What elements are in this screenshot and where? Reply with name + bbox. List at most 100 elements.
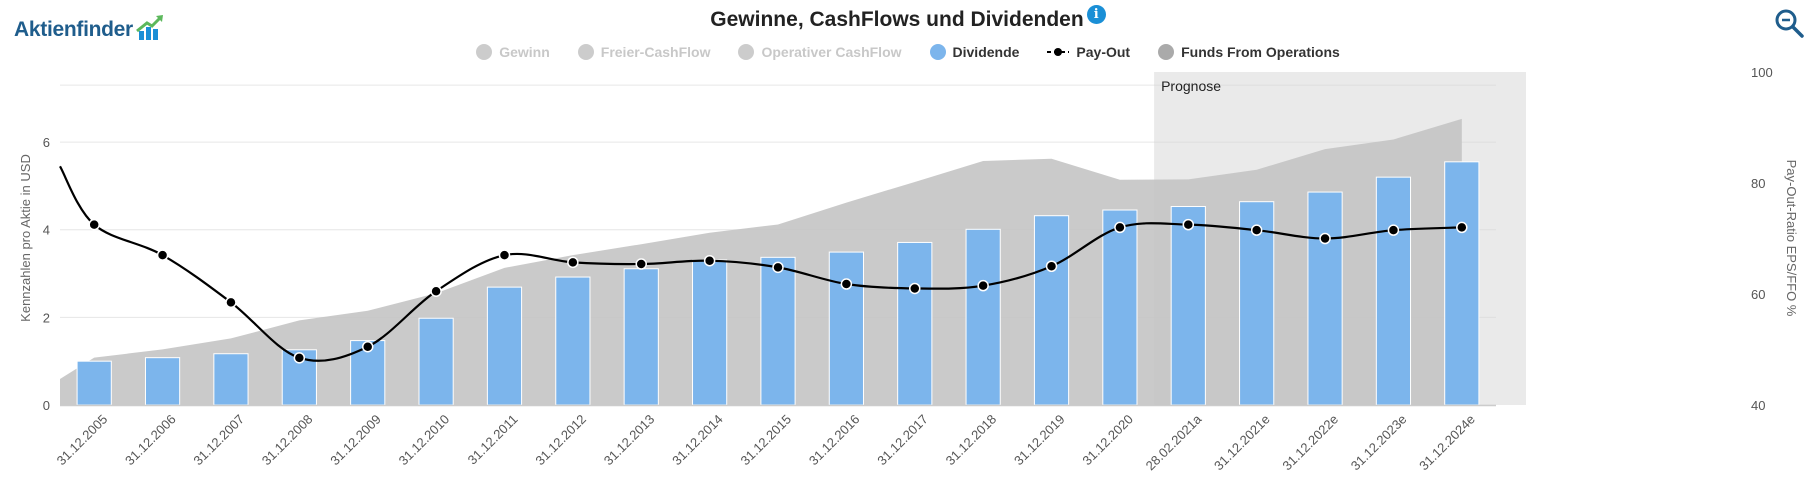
x-tick-label: 31.12.2012 (532, 412, 589, 469)
x-tick-label: 31.12.2011 (465, 412, 521, 468)
legend-label: Funds From Operations (1181, 44, 1340, 60)
dividend-bar (965, 228, 1001, 406)
payout-point (1456, 221, 1468, 234)
forecast-label: Prognose (1161, 78, 1221, 94)
payout-point (1387, 224, 1400, 236)
x-tick-label: 31.12.2018 (943, 412, 1000, 469)
payout-point (1114, 221, 1126, 234)
x-tick-label: 31.12.2010 (396, 412, 453, 469)
y-left-tick-label: 4 (43, 223, 50, 238)
dividend-bar (1033, 215, 1070, 406)
payout-point (430, 285, 442, 297)
payout-point (225, 296, 237, 309)
legend-symbol-dot (738, 44, 755, 60)
legend-symbol-dot (1158, 44, 1175, 60)
chart-legend: Gewinn Freier-CashFlow Operativer CashFlow… (0, 44, 1816, 60)
y-left-tick-label: 0 (43, 398, 50, 413)
dividend-bar (486, 286, 523, 406)
x-tick-label: 31.12.2013 (601, 412, 658, 469)
legend-label: Operativer CashFlow (761, 44, 902, 60)
x-tick-label: 31.12.2016 (806, 412, 863, 469)
payout-point (156, 249, 169, 261)
y-right-tick-label: 60 (1751, 287, 1765, 302)
dividend-bar (828, 251, 864, 406)
dividend-bar (144, 357, 181, 406)
dividend-bar (1375, 176, 1412, 406)
legend-label: Pay-Out (1076, 44, 1131, 60)
x-tick-label: 31.12.2007 (190, 412, 247, 469)
x-tick-label: 31.12.2006 (122, 412, 179, 469)
payout-point (840, 278, 853, 290)
payout-point (909, 282, 921, 295)
x-tick-label: 31.12.2009 (327, 412, 384, 469)
y-left-tick-label: 2 (43, 310, 50, 325)
x-tick-label: 31.12.2005 (54, 412, 111, 469)
y-left-tick-label: 6 (43, 135, 50, 150)
y-right-tick-label: 100 (1751, 65, 1773, 80)
legend-label: Dividende (952, 44, 1020, 60)
chart-title: Gewinne, CashFlows und Dividenden (710, 8, 1084, 31)
y-left-axis-title: Kennzahlen pro Aktie in USD (18, 154, 33, 322)
payout-point (977, 279, 989, 292)
legend-label: Freier-CashFlow (600, 44, 711, 60)
payout-point (88, 218, 100, 231)
legend-symbol-dot (476, 44, 493, 60)
zoom-button[interactable] (1774, 8, 1804, 43)
dividend-bar (418, 317, 454, 406)
y-right-tick-label: 80 (1751, 176, 1765, 191)
legend-item-dividende[interactable]: Dividende (929, 44, 1020, 60)
x-tick-label: 31.12.2019 (1011, 412, 1068, 469)
dividend-bar (623, 268, 659, 406)
x-tick-label: 31.12.2014 (669, 412, 726, 469)
legend-symbol-dot (929, 44, 946, 60)
legend-item-operativer-cashflow[interactable]: Operativer CashFlow (738, 44, 902, 60)
x-tick-label: 31.12.2021e (1211, 412, 1273, 474)
dividend-bar (760, 256, 796, 406)
x-tick-label: 31.12.2022e (1279, 412, 1341, 474)
payout-point (567, 256, 579, 269)
legend-symbol-line (1047, 48, 1070, 56)
dividend-bar (897, 241, 933, 406)
zoom-icon (1775, 9, 1804, 38)
payout-point (1182, 218, 1195, 231)
payout-point (1250, 224, 1263, 236)
dividend-bar (1170, 206, 1206, 406)
legend-item-gewinn[interactable]: Gewinn (476, 44, 550, 60)
y-right-tick-label: 40 (1751, 398, 1765, 413)
dividend-bar (1102, 209, 1138, 406)
dividend-bar (555, 276, 591, 406)
chart-title-area: Gewinne, CashFlows und Dividenden i (0, 5, 1816, 32)
legend-label: Gewinn (499, 44, 550, 60)
dividend-bar (213, 353, 249, 406)
payout-point (772, 261, 784, 274)
legend-item-funds-from-operations[interactable]: Funds From Operations (1158, 44, 1340, 60)
x-tick-label: 31.12.2024e (1416, 412, 1478, 474)
payout-point (703, 254, 716, 267)
x-tick-label: 31.12.2023e (1348, 412, 1410, 474)
legend-symbol-dot (577, 44, 594, 60)
x-tick-label: 31.12.2017 (874, 412, 931, 469)
payout-point (635, 258, 647, 270)
payout-line (59, 165, 1462, 362)
legend-item-pay-out[interactable]: Pay-Out (1047, 44, 1130, 60)
dividend-bar (1307, 191, 1343, 406)
dividend-bar (76, 360, 112, 406)
dividend-bar (692, 259, 728, 406)
payout-point (293, 352, 306, 364)
logo-text: Aktienfinder (14, 18, 133, 41)
info-icon[interactable]: i (1086, 5, 1106, 24)
logo-chart-icon (135, 15, 163, 40)
legend-item-freier-cashflow[interactable]: Freier-CashFlow (577, 44, 711, 60)
dividend-bar (1239, 201, 1275, 406)
x-tick-label: 31.12.2008 (259, 412, 316, 469)
x-tick-label: 28.02.2021a (1143, 411, 1205, 473)
aktienfinder-logo[interactable]: Aktienfinder (14, 14, 165, 42)
x-tick-label: 31.12.2020 (1079, 412, 1136, 469)
x-tick-label: 31.12.2015 (737, 412, 794, 469)
y-right-axis-title: Pay-Out-Ratio EPS/FFO % (1784, 160, 1799, 317)
payout-point (498, 249, 511, 261)
payout-point (361, 340, 374, 353)
payout-point (1319, 232, 1331, 245)
payout-point (1045, 260, 1058, 272)
